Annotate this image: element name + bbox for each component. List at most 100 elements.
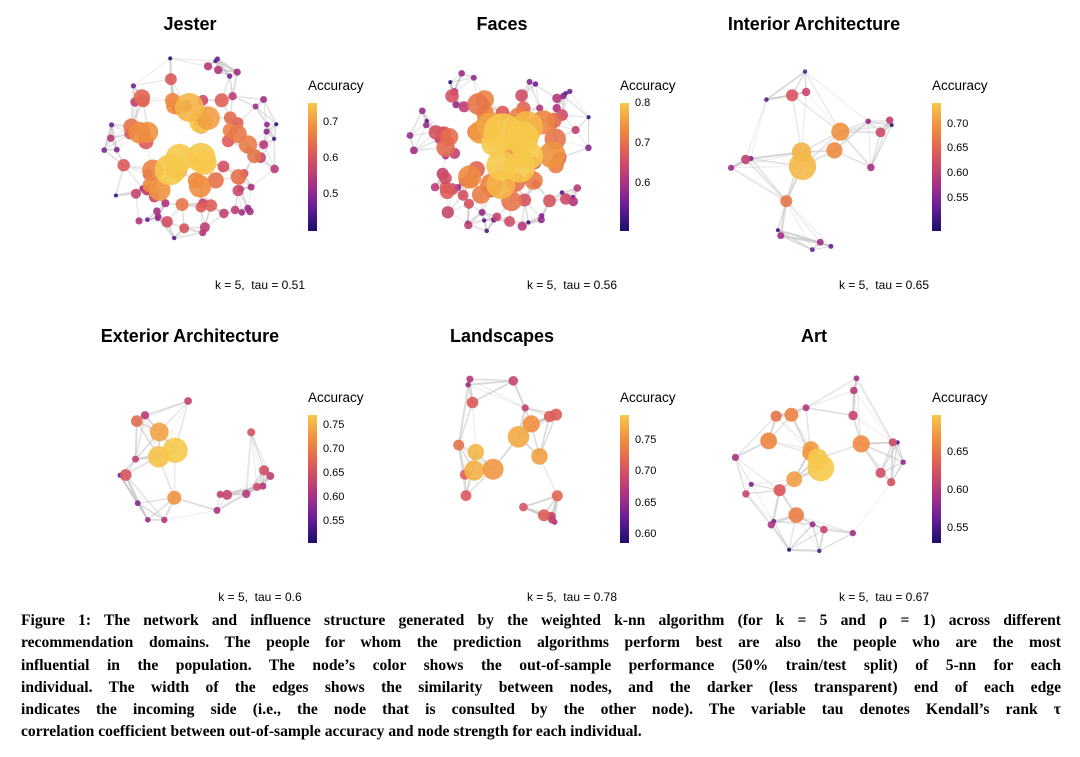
network-node — [448, 80, 453, 85]
network-node — [492, 212, 502, 222]
network-edge — [523, 494, 558, 509]
panel-stat-note: k = 5, tau = 0.6 — [218, 590, 302, 604]
network-node — [741, 154, 751, 165]
network-node — [887, 478, 896, 487]
panel-stat-note: k = 5, tau = 0.65 — [838, 278, 930, 292]
network-node — [458, 101, 470, 113]
network-node — [214, 93, 229, 108]
network-edge — [780, 235, 813, 251]
network-node — [270, 164, 279, 174]
network-node — [567, 88, 573, 95]
network-edge — [523, 494, 558, 508]
network-node — [773, 484, 786, 497]
network-node — [521, 404, 529, 412]
network-node — [418, 107, 426, 115]
network-node — [550, 408, 563, 421]
network-node — [777, 232, 785, 240]
network-edge — [216, 58, 238, 74]
legend-title: Accuracy — [308, 78, 364, 93]
legend-tick: 0.75 — [323, 419, 345, 431]
network-edge — [735, 457, 752, 485]
network-node — [888, 438, 897, 447]
legend-tick: 0.55 — [947, 192, 969, 204]
network-node — [227, 73, 233, 79]
network-edge — [855, 377, 894, 443]
network-node — [531, 448, 548, 465]
network-node — [145, 217, 150, 222]
network-edge — [785, 200, 813, 250]
network-edge — [457, 378, 471, 446]
network-node — [831, 122, 850, 141]
network-edge — [773, 520, 813, 526]
network-node — [560, 193, 572, 205]
network-node — [266, 472, 275, 480]
network-node — [875, 127, 886, 138]
network-edge — [805, 407, 854, 417]
panel-faces: Faces Accuracy 0.8 0.7 0.6 k = 5, tau = … — [402, 8, 714, 308]
network-node — [113, 193, 118, 198]
network-edge — [890, 442, 898, 483]
legend-tick: 0.70 — [323, 443, 345, 455]
network-edge — [134, 421, 138, 460]
network-node — [247, 183, 255, 191]
panel-title: Faces — [476, 14, 528, 34]
color-scale-bar — [308, 415, 317, 543]
network-edge — [472, 402, 477, 453]
network-edge — [880, 442, 898, 474]
network-node — [775, 228, 780, 233]
network-edge — [263, 99, 268, 125]
network-edge — [870, 119, 891, 168]
network-edge — [472, 379, 514, 404]
network-edge — [805, 377, 857, 409]
network-node — [186, 142, 216, 173]
network-edge — [170, 57, 216, 62]
network-edge — [250, 432, 265, 471]
network-edge — [773, 521, 813, 525]
network-node — [222, 489, 233, 500]
network-edge — [409, 110, 423, 136]
network-edge — [255, 106, 277, 125]
network-node — [263, 128, 270, 135]
network-node — [889, 123, 894, 127]
network-node — [188, 175, 212, 198]
network-node — [214, 56, 220, 62]
color-scale-bar — [932, 103, 941, 231]
network-edge — [164, 510, 218, 521]
network-node — [466, 396, 479, 409]
network-edge — [124, 474, 166, 521]
network-node — [223, 111, 237, 125]
network-node — [153, 207, 161, 215]
network-edge — [744, 158, 788, 202]
network-node — [849, 529, 856, 537]
network-node — [128, 121, 151, 144]
network-edge — [468, 379, 514, 386]
network-edge — [226, 485, 258, 496]
network-node — [467, 93, 489, 115]
network-node — [571, 125, 580, 135]
network-edge — [216, 493, 247, 512]
network-node — [264, 121, 270, 128]
network-node — [246, 207, 254, 216]
network-node — [786, 89, 799, 102]
network-edge — [770, 524, 790, 551]
network-edge — [897, 442, 904, 463]
network-node — [272, 136, 277, 141]
network-edge — [254, 105, 268, 126]
panel-title: Art — [801, 326, 827, 346]
network-node — [423, 121, 430, 129]
network-edge — [890, 442, 899, 483]
network-edge — [273, 124, 277, 139]
network-edge — [215, 60, 238, 73]
legend-tick: 0.6 — [323, 152, 339, 164]
network-node — [465, 382, 471, 388]
panel-jester: Jester Accuracy 0.7 0.6 0.5 k = 5, tau =… — [90, 8, 402, 308]
network-edge — [852, 378, 858, 416]
network-graph — [406, 70, 592, 234]
network-node — [788, 507, 804, 523]
network-edge — [870, 124, 893, 168]
panel-title: Landscapes — [449, 326, 555, 346]
network-node — [537, 509, 550, 522]
network-edge — [468, 380, 514, 386]
network-node — [538, 141, 566, 169]
